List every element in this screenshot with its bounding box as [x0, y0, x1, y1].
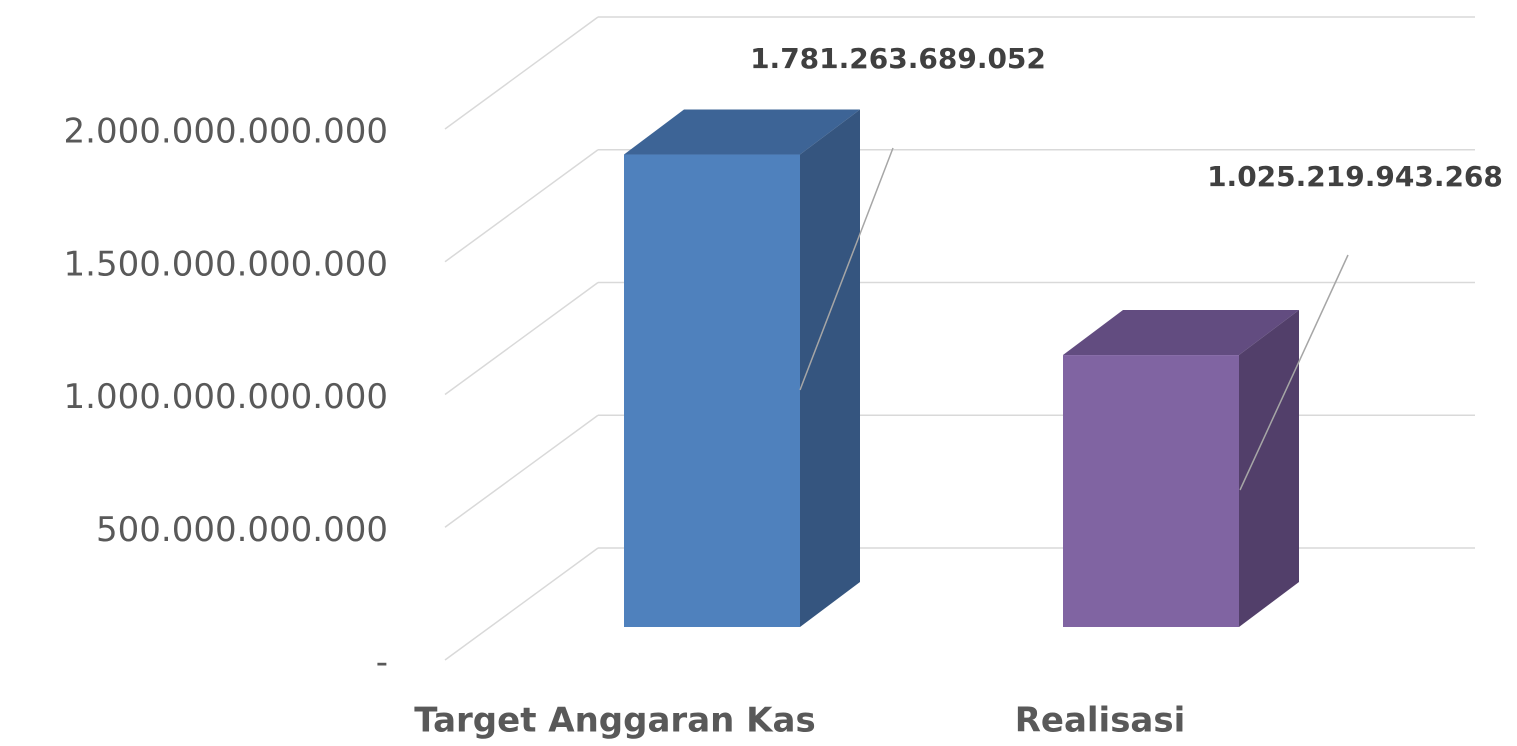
grid-line	[444, 16, 599, 130]
bar	[1063, 355, 1239, 627]
bar-side	[800, 109, 860, 628]
y-tick-label: -	[376, 643, 388, 683]
leader-line	[1239, 254, 1349, 491]
bar-side	[1239, 310, 1299, 627]
leader-line	[799, 147, 894, 391]
data-label: 1.781.263.689.052	[750, 42, 1046, 75]
bar-top	[624, 109, 860, 155]
grid-line	[444, 547, 599, 661]
grid-line	[444, 281, 599, 396]
y-tick-label: 1.000.000.000.000	[64, 377, 388, 417]
grid-line	[444, 414, 599, 528]
y-tick-label: 2.000.000.000.000	[64, 112, 388, 152]
y-tick-label: 500.000.000.000	[96, 510, 388, 550]
x-tick-label: Target Anggaran Kas	[414, 701, 815, 741]
y-tick-label: 1.500.000.000.000	[64, 244, 388, 284]
bar-top	[1063, 310, 1299, 356]
data-label: 1.025.219.943.268	[1207, 160, 1503, 193]
x-tick-label: Realisasi	[1015, 701, 1186, 741]
grid-line	[444, 149, 599, 263]
bar	[624, 154, 800, 627]
